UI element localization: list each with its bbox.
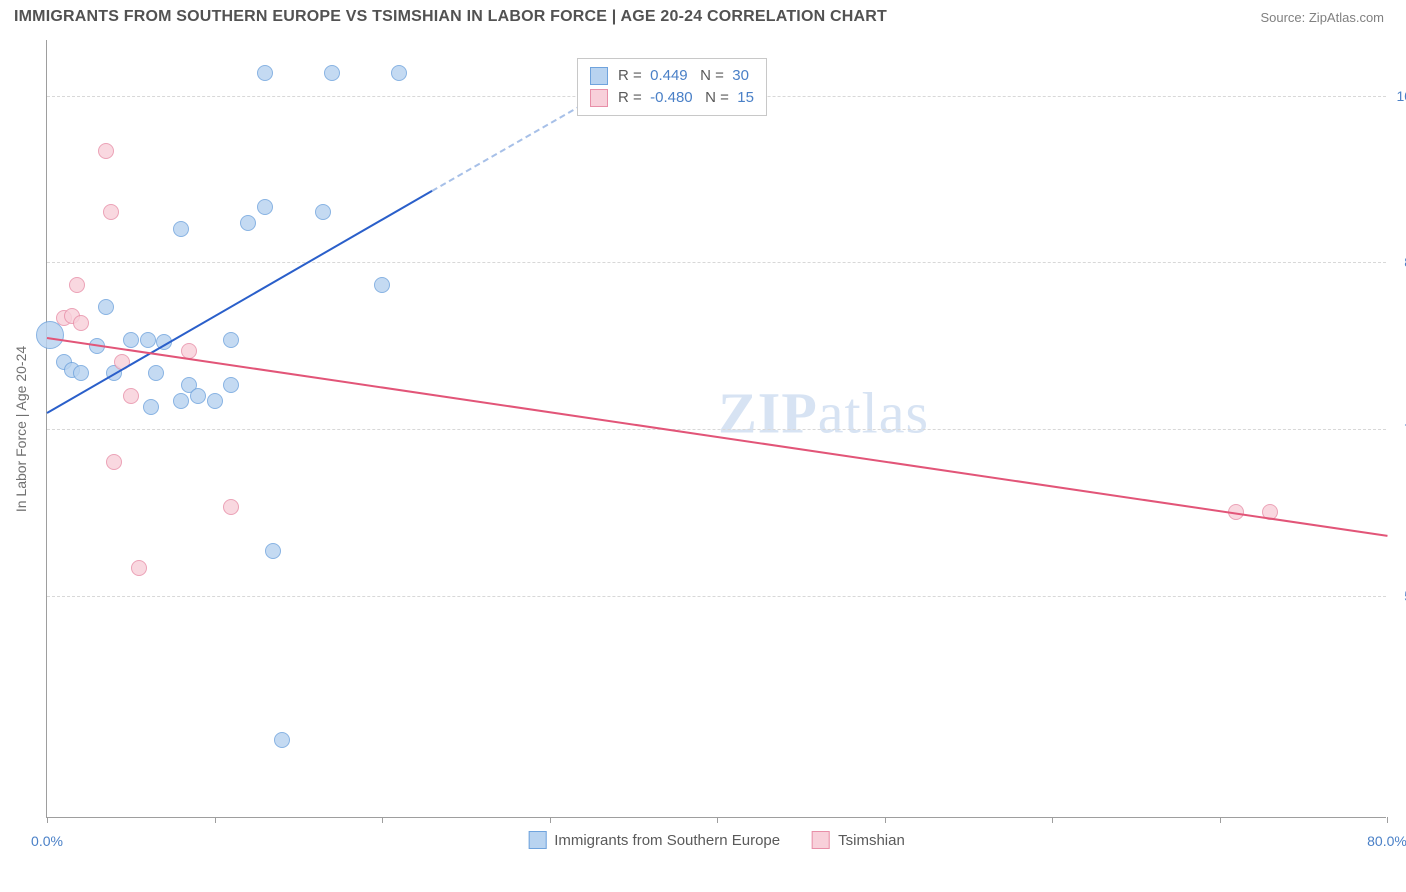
x-tick [382, 817, 383, 823]
x-tick [1220, 817, 1221, 823]
correlation-legend: R = 0.449 N = 30R = -0.480 N = 15 [577, 58, 767, 116]
gridline [47, 262, 1386, 263]
data-point [223, 499, 239, 515]
gridline [47, 429, 1386, 430]
data-point [257, 199, 273, 215]
series-legend: Immigrants from Southern Europe Tsimshian [528, 831, 905, 849]
legend-row: R = 0.449 N = 30 [590, 65, 754, 87]
data-point [207, 393, 223, 409]
x-tick [1052, 817, 1053, 823]
legend-label: Immigrants from Southern Europe [554, 832, 780, 849]
x-tick-label: 80.0% [1367, 833, 1406, 849]
data-point [143, 399, 159, 415]
x-tick [1387, 817, 1388, 823]
x-tick-label: 0.0% [31, 833, 63, 849]
x-tick [885, 817, 886, 823]
data-point [223, 332, 239, 348]
source-label: Source: ZipAtlas.com [1260, 10, 1384, 25]
data-point [173, 393, 189, 409]
data-point [73, 315, 89, 331]
data-point [265, 543, 281, 559]
legend-swatch [590, 67, 608, 85]
watermark: ZIPatlas [718, 379, 929, 446]
x-tick [47, 817, 48, 823]
data-point [69, 277, 85, 293]
data-point [190, 388, 206, 404]
data-point [103, 204, 119, 220]
legend-row: R = -0.480 N = 15 [590, 87, 754, 109]
data-point [173, 221, 189, 237]
legend-swatch [590, 89, 608, 107]
data-point [324, 65, 340, 81]
legend-swatch [812, 831, 830, 849]
x-tick [550, 817, 551, 823]
chart-title: IMMIGRANTS FROM SOUTHERN EUROPE VS TSIMS… [14, 8, 887, 26]
chart-plot-area: In Labor Force | Age 20-24 ZIPatlas 55.0… [46, 40, 1386, 818]
legend-item: Tsimshian [812, 831, 905, 849]
data-point [391, 65, 407, 81]
data-point [98, 143, 114, 159]
y-tick-label: 100.0% [1397, 88, 1406, 104]
data-point [257, 65, 273, 81]
data-point [274, 732, 290, 748]
data-point [223, 377, 239, 393]
x-tick [717, 817, 718, 823]
gridline [47, 596, 1386, 597]
data-point [123, 388, 139, 404]
legend-label: Tsimshian [838, 832, 905, 849]
data-point [106, 454, 122, 470]
legend-text: R = 0.449 N = 30 [618, 65, 749, 87]
legend-item: Immigrants from Southern Europe [528, 831, 780, 849]
data-point [148, 365, 164, 381]
y-axis-label: In Labor Force | Age 20-24 [13, 345, 29, 511]
header: IMMIGRANTS FROM SOUTHERN EUROPE VS TSIMS… [0, 0, 1406, 32]
legend-swatch [528, 831, 546, 849]
data-point [240, 215, 256, 231]
legend-text: R = -0.480 N = 15 [618, 87, 754, 109]
data-point [131, 560, 147, 576]
x-tick [215, 817, 216, 823]
data-point [374, 277, 390, 293]
data-point [73, 365, 89, 381]
trend-line [47, 337, 1387, 537]
data-point [140, 332, 156, 348]
data-point [315, 204, 331, 220]
data-point [123, 332, 139, 348]
data-point [98, 299, 114, 315]
